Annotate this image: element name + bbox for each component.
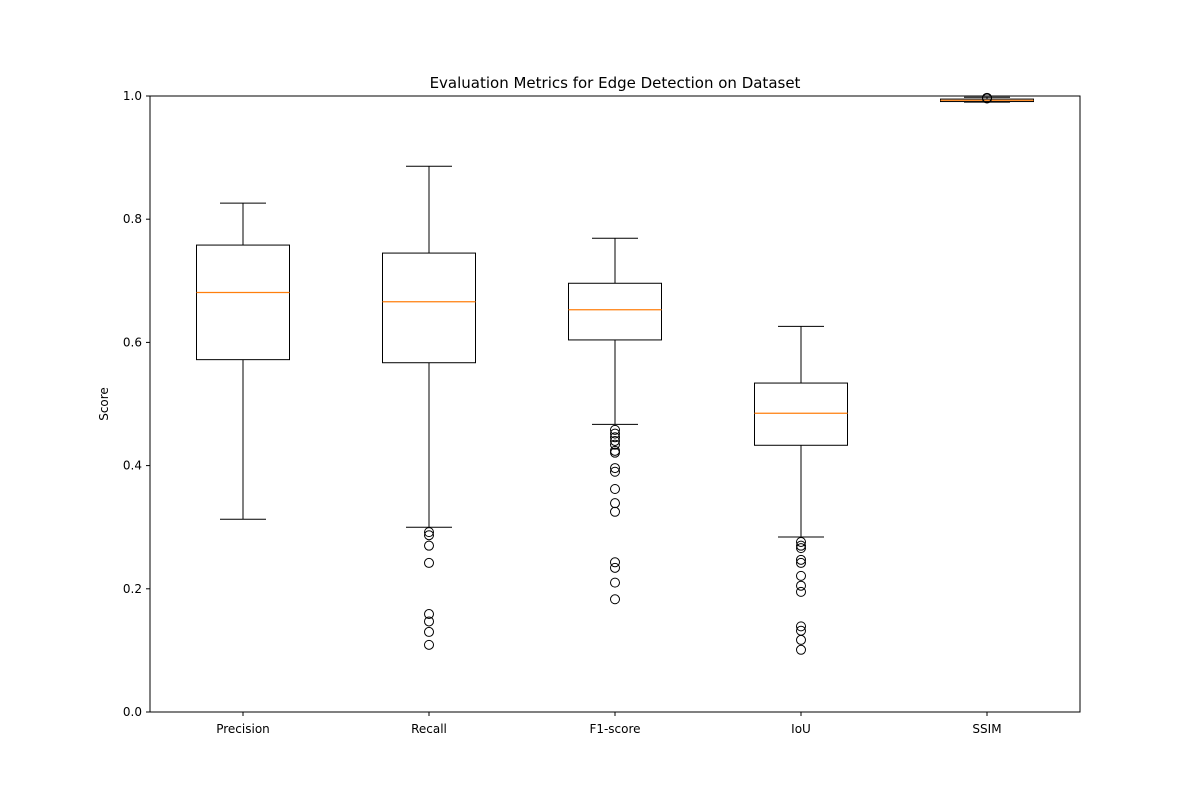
outlier-point xyxy=(424,530,434,541)
outlier-point xyxy=(796,536,806,547)
outlier-point xyxy=(796,543,806,554)
outlier-point xyxy=(424,527,434,538)
outlier-point xyxy=(424,639,434,650)
x-tick-label: Precision xyxy=(216,722,270,736)
outlier-point xyxy=(796,644,806,655)
outlier-point xyxy=(610,428,620,439)
outlier-point xyxy=(610,562,620,573)
outlier-point xyxy=(610,432,620,443)
x-axis: Precision Recall F1-score IoU SSIM xyxy=(216,712,1002,736)
plot-area xyxy=(196,92,1034,655)
y-tick-label: 0.6 xyxy=(123,335,142,349)
outlier-point xyxy=(610,424,620,435)
outlier-point xyxy=(796,554,806,565)
y-tick-label: 0.4 xyxy=(123,459,142,473)
outlier-point xyxy=(796,580,806,591)
x-tick-label: IoU xyxy=(791,722,811,736)
iqr-box xyxy=(568,282,662,341)
outlier-point xyxy=(796,586,806,597)
outlier-point xyxy=(610,435,620,446)
outlier-point xyxy=(424,616,434,627)
outlier-point xyxy=(796,570,806,581)
outlier-point xyxy=(796,540,806,551)
outlier-point xyxy=(610,447,620,458)
outlier-point xyxy=(424,540,434,551)
outlier-point xyxy=(610,506,620,517)
outlier-point xyxy=(424,609,434,620)
box-iou xyxy=(754,325,848,655)
outlier-point xyxy=(610,439,620,450)
outlier-point xyxy=(610,463,620,474)
outlier-point xyxy=(796,621,806,632)
box-ssim xyxy=(940,92,1034,104)
outlier-point xyxy=(796,557,806,568)
box-recall xyxy=(382,165,476,650)
y-tick-label: 0.8 xyxy=(123,212,142,226)
iqr-box xyxy=(382,252,476,364)
x-tick-label: F1-score xyxy=(589,722,640,736)
iqr-box xyxy=(754,382,848,446)
outlier-point xyxy=(610,557,620,568)
y-axis-label: Score xyxy=(97,387,111,421)
y-tick-label: 1.0 xyxy=(123,89,142,103)
outlier-point xyxy=(610,577,620,588)
outlier-point xyxy=(796,634,806,645)
iqr-box xyxy=(196,244,290,361)
outlier-point xyxy=(610,466,620,477)
y-axis: 0.0 0.2 0.4 0.6 0.8 1.0 xyxy=(123,89,150,719)
y-tick-label: 0.0 xyxy=(123,705,142,719)
x-tick-label: Recall xyxy=(411,722,447,736)
outlier-point xyxy=(982,93,992,104)
outlier-point xyxy=(610,594,620,605)
outlier-point xyxy=(610,498,620,509)
outlier-point xyxy=(610,484,620,495)
box-f1-score xyxy=(568,237,662,605)
outlier-point xyxy=(424,626,434,637)
x-tick-label: SSIM xyxy=(972,722,1001,736)
chart-title: Evaluation Metrics for Edge Detection on… xyxy=(430,74,801,92)
box-precision xyxy=(196,202,290,520)
y-tick-label: 0.2 xyxy=(123,582,142,596)
outlier-point xyxy=(424,557,434,568)
